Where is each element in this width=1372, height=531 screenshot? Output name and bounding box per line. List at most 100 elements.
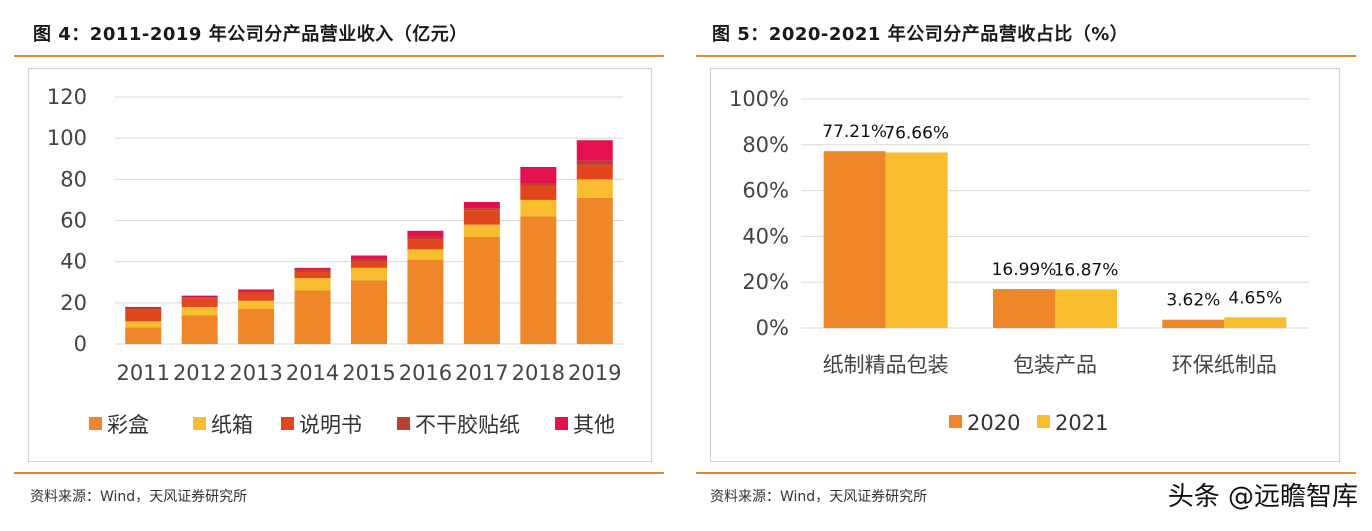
y-tick-label: 80: [60, 167, 87, 191]
right-figure-panel: 图 5：2020-2021 年公司分产品营收占比（%） 0% 20% 40% 60% 8…: [680, 0, 1372, 531]
bar-segment: [294, 271, 331, 279]
bar: [1055, 289, 1117, 328]
bar-segment: [407, 259, 444, 344]
bar: [1162, 319, 1225, 328]
bar: [1224, 317, 1287, 328]
y-tick-label: 100%: [729, 87, 789, 111]
data-label: 16.99%: [992, 260, 1057, 280]
legend-swatch: [89, 417, 102, 430]
y-tick-label: 40: [60, 250, 87, 274]
bar-segment: [351, 267, 387, 281]
y-tick-label: 60: [60, 209, 87, 233]
left-source-note: 资料来源：Wind，天风证券研究所: [30, 489, 248, 505]
bar-segment: [294, 269, 331, 272]
left-chart-box: 0 20 40 60 80 100 120 2011 2012 2013 2014 2015 2016 2…: [28, 68, 652, 462]
right-chart-box: 0% 20% 40% 60% 80% 100% 77.21% 76.66% 纸制精品包装 16.9…: [710, 68, 1340, 462]
data-label: 4.65%: [1228, 288, 1282, 308]
bar-segment: [181, 297, 218, 299]
y-tick-label: 80%: [742, 133, 789, 157]
bar-segment: [463, 210, 500, 225]
bar-segment: [463, 224, 500, 237]
bar-segment: [407, 230, 444, 237]
legend-label: 2020: [967, 411, 1020, 435]
bar-segment: [294, 267, 331, 270]
x-tick-label: 2012: [173, 361, 226, 385]
right-title-rule: [696, 55, 1356, 57]
bar-segment: [238, 291, 275, 293]
left-figure-title: 图 4：2011-2019 年公司分产品营业收入（亿元）: [33, 24, 468, 45]
left-figure-panel: 图 4：2011-2019 年公司分产品营业收入（亿元） 0 20 40 60 80 10…: [0, 0, 680, 531]
legend-swatch: [193, 417, 206, 430]
legend-swatch: [1037, 415, 1050, 428]
y-tick-label: 0: [74, 332, 87, 356]
legend-label: 彩盒: [107, 413, 149, 437]
bar-segment: [520, 185, 557, 200]
bar-segment: [576, 140, 613, 161]
bar-segment: [294, 278, 331, 291]
bar-segment: [351, 255, 387, 260]
bar-segment: [463, 208, 500, 211]
legend-label: 其他: [573, 413, 615, 437]
bar-segment: [407, 249, 444, 260]
bar-segment: [463, 236, 500, 344]
left-bottom-rule: [14, 472, 664, 474]
legend-label: 不干胶贴纸: [415, 413, 520, 437]
bar: [885, 152, 948, 328]
bar-segment: [294, 290, 331, 344]
bar-segment: [125, 307, 162, 310]
x-tick-label: 包装产品: [1013, 353, 1097, 377]
legend-swatch: [555, 417, 568, 430]
right-figure-title: 图 5：2020-2021 年公司分产品营收占比（%）: [712, 24, 1129, 45]
bar-segment: [125, 306, 162, 308]
data-label: 76.66%: [884, 123, 949, 143]
x-tick-label: 环保纸制品: [1172, 353, 1277, 377]
y-tick-label: 0%: [756, 316, 789, 340]
bar-segment: [125, 321, 162, 328]
bar-segment: [520, 166, 557, 184]
x-tick-label: 2016: [399, 361, 452, 385]
y-tick-label: 20: [60, 291, 87, 315]
data-label: 77.21%: [822, 122, 887, 142]
bar: [823, 151, 886, 328]
watermark: 头条 @远瞻智库: [1167, 482, 1358, 512]
legend-swatch: [397, 417, 410, 430]
legend-label: 说明书: [299, 413, 362, 437]
bar-segment: [407, 236, 444, 240]
bar-segment: [238, 300, 275, 310]
legend-label: 纸箱: [211, 413, 253, 437]
bar-segment: [463, 201, 500, 209]
legend-swatch: [281, 417, 294, 430]
x-tick-label: 2014: [286, 361, 339, 385]
y-tick-label: 100: [47, 126, 87, 150]
bar-segment: [576, 164, 613, 180]
bar-segment: [238, 292, 275, 301]
right-bottom-rule: [696, 472, 1356, 474]
bar-segment: [181, 295, 218, 298]
bar-segment: [520, 216, 557, 344]
legend-swatch: [949, 415, 962, 428]
bar-segment: [520, 199, 557, 217]
bar-segment: [125, 327, 162, 344]
y-tick-label: 40%: [742, 224, 789, 248]
bar-segment: [181, 298, 218, 307]
bar-segment: [351, 280, 387, 344]
y-tick-label: 60%: [742, 179, 789, 203]
y-tick-label: 120: [47, 85, 87, 109]
x-tick-label: 2018: [512, 361, 565, 385]
x-tick-label: 2017: [455, 361, 508, 385]
left-title-rule: [14, 55, 664, 57]
bar-segment: [407, 239, 444, 250]
x-tick-label: 2011: [116, 361, 169, 385]
revenue-share-chart: 0% 20% 40% 60% 80% 100% 77.21%76.66% 纸制精品包装 16.9…: [729, 87, 1309, 435]
legend-label: 2021: [1055, 411, 1108, 435]
bar-segment: [181, 315, 218, 344]
data-label: 3.62%: [1166, 291, 1220, 311]
bar-segment: [351, 261, 387, 268]
x-tick-label: 纸制精品包装: [823, 353, 949, 377]
x-tick-label: 2015: [342, 361, 395, 385]
x-tick-label: 2019: [568, 361, 621, 385]
x-tick-label: 2013: [229, 361, 282, 385]
bar-segment: [181, 306, 218, 316]
bar-segment: [351, 259, 387, 262]
